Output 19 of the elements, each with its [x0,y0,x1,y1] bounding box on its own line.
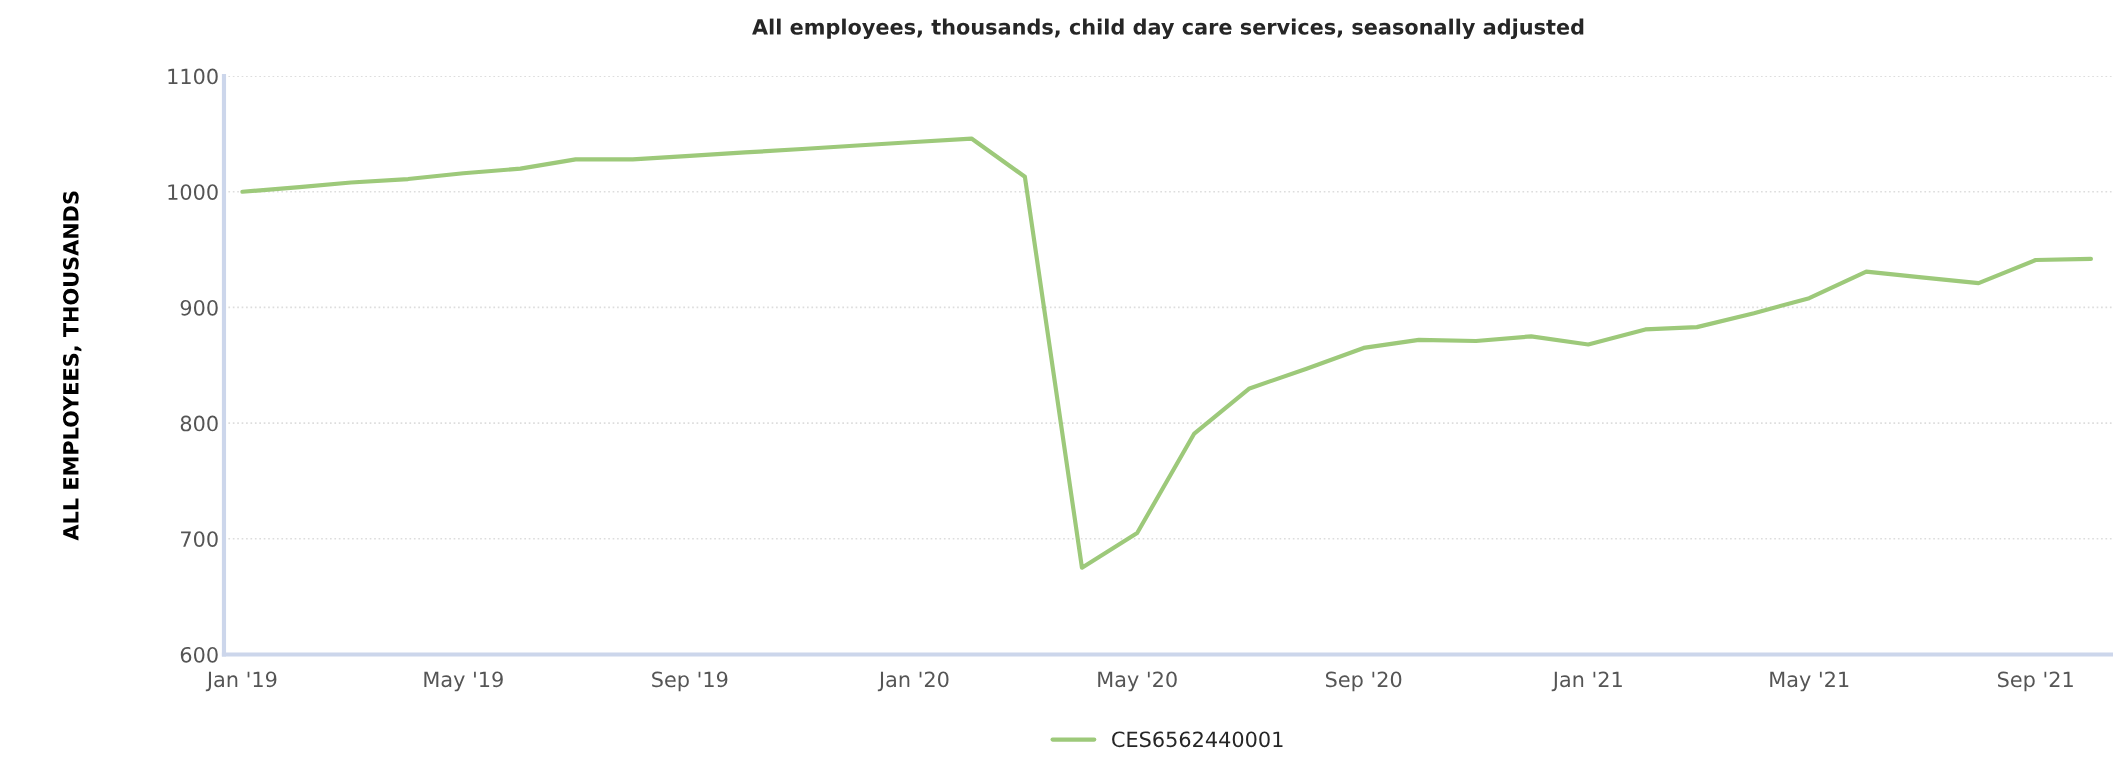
x-tick-label: Jan '21 [1551,671,1622,692]
y-tick-label: 1000 [168,184,218,200]
line-series [240,136,2093,570]
legend-label: CES6562440001 [1112,731,1283,748]
y-tick-label: 900 [180,299,218,316]
x-tick-label: Sep '20 [1325,671,1402,692]
x-tick-label: Jan '19 [205,671,277,692]
x-tick-label: May '21 [1770,671,1849,692]
chart-title: All employees, thousands, child day care services, seasonally adjusted [752,18,1584,39]
y-tick-label: 600 [180,646,218,663]
x-tick-label: Sep '21 [1997,671,2073,692]
x-tick-label: May '20 [1098,671,1177,692]
y-tick-label: 700 [181,531,218,547]
y-axis-title: ALL EMPLOYEES, THOUSANDS [62,191,82,541]
x-tick-label: May '19 [424,671,503,692]
x-tick-label: Sep '19 [652,671,728,692]
y-tick-label: 1100 [168,68,218,85]
x-tick-label: Jan '20 [877,671,949,692]
y-tick-label: 800 [180,415,218,432]
